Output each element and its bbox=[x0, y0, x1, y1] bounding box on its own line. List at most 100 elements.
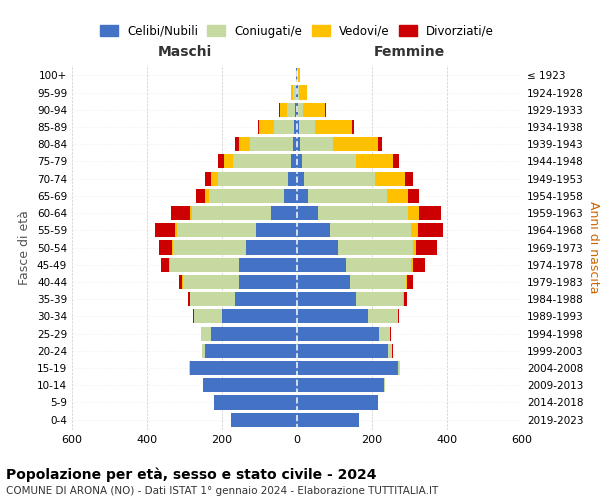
Bar bbox=[297, 361, 400, 375]
Bar bbox=[214, 396, 297, 409]
Bar bbox=[297, 258, 425, 272]
Bar bbox=[297, 172, 405, 185]
Bar bbox=[297, 326, 379, 340]
Bar bbox=[296, 68, 297, 82]
Bar bbox=[247, 240, 297, 254]
Bar bbox=[205, 344, 297, 358]
Bar bbox=[232, 412, 297, 426]
Bar bbox=[297, 378, 385, 392]
Bar bbox=[203, 378, 297, 392]
Bar bbox=[202, 344, 297, 358]
Y-axis label: Anni di nascita: Anni di nascita bbox=[587, 201, 600, 294]
Bar bbox=[297, 189, 407, 203]
Bar bbox=[188, 292, 297, 306]
Bar bbox=[297, 240, 416, 254]
Bar bbox=[297, 102, 325, 117]
Bar bbox=[232, 412, 297, 426]
Bar bbox=[214, 396, 297, 409]
Bar bbox=[290, 86, 297, 100]
Bar bbox=[280, 102, 297, 117]
Bar bbox=[297, 223, 330, 238]
Bar bbox=[297, 344, 392, 358]
Bar bbox=[202, 326, 297, 340]
Bar bbox=[189, 361, 297, 375]
Bar bbox=[175, 223, 297, 238]
Bar bbox=[297, 172, 413, 185]
Bar bbox=[297, 396, 377, 409]
Bar bbox=[297, 275, 406, 289]
Bar bbox=[297, 206, 407, 220]
Bar bbox=[297, 310, 398, 324]
Bar bbox=[211, 172, 297, 185]
Bar bbox=[239, 258, 297, 272]
Bar bbox=[297, 172, 375, 185]
Bar bbox=[233, 154, 297, 168]
Bar bbox=[297, 344, 392, 358]
Bar bbox=[172, 240, 297, 254]
Bar bbox=[297, 275, 413, 289]
Bar bbox=[211, 326, 297, 340]
Bar bbox=[297, 206, 442, 220]
Bar bbox=[161, 258, 297, 272]
Bar bbox=[297, 223, 418, 238]
Bar bbox=[297, 258, 412, 272]
Bar bbox=[297, 223, 410, 238]
Bar bbox=[297, 292, 407, 306]
Bar bbox=[280, 102, 297, 117]
Bar bbox=[202, 344, 297, 358]
Bar bbox=[297, 326, 391, 340]
Bar bbox=[297, 189, 387, 203]
Bar bbox=[297, 412, 359, 426]
Bar bbox=[182, 275, 297, 289]
Bar bbox=[297, 292, 356, 306]
Bar bbox=[297, 68, 299, 82]
Bar bbox=[173, 240, 297, 254]
Bar bbox=[239, 275, 297, 289]
Bar bbox=[297, 137, 382, 152]
Bar bbox=[194, 310, 297, 324]
Bar bbox=[297, 396, 377, 409]
Bar bbox=[287, 172, 297, 185]
Bar bbox=[297, 137, 333, 152]
Bar bbox=[297, 189, 308, 203]
Bar bbox=[297, 292, 404, 306]
Bar bbox=[295, 120, 297, 134]
Bar bbox=[297, 412, 359, 426]
Bar bbox=[259, 120, 297, 134]
Bar bbox=[202, 326, 297, 340]
Bar bbox=[297, 310, 400, 324]
Bar bbox=[172, 206, 297, 220]
Bar bbox=[297, 206, 317, 220]
Bar bbox=[196, 189, 297, 203]
Bar bbox=[205, 189, 297, 203]
Text: Maschi: Maschi bbox=[157, 45, 212, 59]
Bar bbox=[297, 154, 394, 168]
Bar bbox=[293, 86, 297, 100]
Bar bbox=[297, 120, 314, 134]
Bar bbox=[224, 154, 297, 168]
Bar bbox=[297, 344, 392, 358]
Bar bbox=[235, 137, 297, 152]
Bar bbox=[296, 68, 297, 82]
Bar bbox=[297, 240, 338, 254]
Bar bbox=[297, 223, 443, 238]
Bar bbox=[297, 120, 299, 134]
Bar bbox=[297, 396, 377, 409]
Bar bbox=[297, 326, 390, 340]
Bar bbox=[297, 86, 307, 100]
Bar bbox=[274, 120, 297, 134]
Bar bbox=[297, 102, 326, 117]
Bar bbox=[209, 189, 297, 203]
Bar bbox=[250, 137, 297, 152]
Bar bbox=[295, 102, 297, 117]
Bar bbox=[284, 189, 297, 203]
Bar bbox=[256, 223, 297, 238]
Bar bbox=[297, 361, 400, 375]
Bar bbox=[297, 361, 400, 375]
Bar bbox=[170, 258, 297, 272]
Bar bbox=[297, 378, 384, 392]
Bar bbox=[297, 310, 367, 324]
Bar bbox=[296, 68, 297, 82]
Bar bbox=[297, 86, 298, 100]
Bar bbox=[297, 172, 304, 185]
